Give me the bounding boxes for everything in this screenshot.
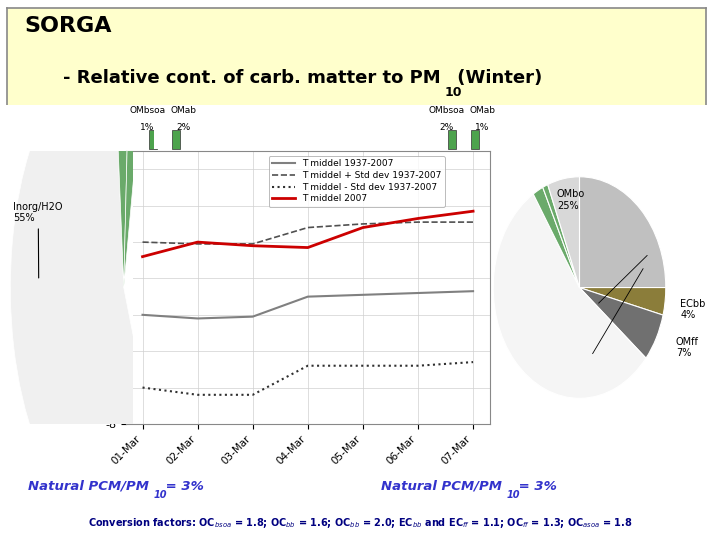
T middel - Std dev 1937-2007 <box>414 362 423 369</box>
Line: T middel 2007: T middel 2007 <box>143 211 473 256</box>
Wedge shape <box>10 43 168 533</box>
T middel - Std dev 1937-2007 <box>193 392 202 398</box>
Wedge shape <box>580 177 666 287</box>
FancyBboxPatch shape <box>149 130 157 149</box>
T middel + Std dev 1937-2007 <box>469 219 477 225</box>
T middel + Std dev 1937-2007 <box>303 224 312 231</box>
Line: T middel + Std dev 1937-2007: T middel + Std dev 1937-2007 <box>143 222 473 244</box>
T middel 1937-2007 <box>193 315 202 322</box>
Text: OMbo
25%: OMbo 25% <box>557 190 585 211</box>
Text: Conversion factors: OC$_{bsoa}$ = 1.8; OC$_{bb}$ = 1.6; OC$_{bb}$ = 2.0; EC$_{bb: Conversion factors: OC$_{bsoa}$ = 1.8; O… <box>88 516 632 530</box>
Text: Inorg/H2O
55%: Inorg/H2O 55% <box>14 202 63 278</box>
T middel - Std dev 1937-2007 <box>303 362 312 369</box>
T middel 2007 <box>303 244 312 251</box>
Text: - Relative cont. of carb. matter to PM: - Relative cont. of carb. matter to PM <box>63 69 441 87</box>
Text: OMbsoa: OMbsoa <box>428 106 464 115</box>
T middel + Std dev 1937-2007 <box>359 221 367 227</box>
Text: 2%: 2% <box>176 123 191 132</box>
Text: OMbsoa: OMbsoa <box>130 106 166 115</box>
Wedge shape <box>493 194 646 399</box>
Wedge shape <box>124 43 145 287</box>
T middel - Std dev 1937-2007 <box>469 359 477 366</box>
Wedge shape <box>580 287 663 358</box>
T middel + Std dev 1937-2007 <box>248 241 257 247</box>
T middel 2007 <box>469 208 477 214</box>
T middel 1937-2007 <box>138 312 147 318</box>
T middel + Std dev 1937-2007 <box>193 241 202 247</box>
Legend: T middel 1937-2007, T middel + Std dev 1937-2007, T middel - Std dev 1937-2007, : T middel 1937-2007, T middel + Std dev 1… <box>269 156 445 207</box>
T middel + Std dev 1937-2007 <box>138 239 147 245</box>
FancyBboxPatch shape <box>471 130 479 149</box>
Text: = 3%: = 3% <box>514 480 557 492</box>
Text: SORGA: SORGA <box>24 16 112 36</box>
Wedge shape <box>114 42 130 287</box>
Text: = 3%: = 3% <box>161 480 204 492</box>
Text: OMab: OMab <box>469 106 495 115</box>
Text: 10: 10 <box>154 490 168 501</box>
T middel 2007 <box>138 253 147 260</box>
T middel 1937-2007 <box>359 292 367 298</box>
T middel - Std dev 1937-2007 <box>138 384 147 391</box>
Text: OMab: OMab <box>171 106 197 115</box>
FancyBboxPatch shape <box>154 130 158 149</box>
Text: 1%: 1% <box>475 123 490 132</box>
Text: 10: 10 <box>507 490 521 501</box>
Wedge shape <box>543 185 580 287</box>
Text: 10: 10 <box>444 85 462 98</box>
T middel 2007 <box>248 242 257 249</box>
FancyBboxPatch shape <box>448 130 456 149</box>
Line: T middel - Std dev 1937-2007: T middel - Std dev 1937-2007 <box>143 362 473 395</box>
Text: Natural PCM/PM: Natural PCM/PM <box>381 480 502 492</box>
FancyBboxPatch shape <box>172 130 180 149</box>
T middel - Std dev 1937-2007 <box>248 392 257 398</box>
T middel 1937-2007 <box>303 293 312 300</box>
Text: (Winter): (Winter) <box>451 69 543 87</box>
Text: OMff
7%: OMff 7% <box>676 337 698 359</box>
Wedge shape <box>580 287 666 315</box>
T middel - Std dev 1937-2007 <box>359 362 367 369</box>
T middel 2007 <box>359 224 367 231</box>
Text: Natural PCM/PM: Natural PCM/PM <box>28 480 149 492</box>
Text: 1%: 1% <box>140 123 155 132</box>
Text: 2%: 2% <box>439 123 454 132</box>
Line: T middel 1937-2007: T middel 1937-2007 <box>143 291 473 319</box>
Y-axis label: Temperature °C: Temperature °C <box>86 241 99 334</box>
Text: ECbb
4%: ECbb 4% <box>680 299 706 320</box>
T middel + Std dev 1937-2007 <box>414 219 423 225</box>
T middel 1937-2007 <box>414 290 423 296</box>
T middel 1937-2007 <box>248 313 257 320</box>
T middel 2007 <box>414 215 423 222</box>
Wedge shape <box>548 177 580 287</box>
Wedge shape <box>534 187 580 287</box>
T middel 2007 <box>193 239 202 245</box>
T middel 1937-2007 <box>469 288 477 294</box>
